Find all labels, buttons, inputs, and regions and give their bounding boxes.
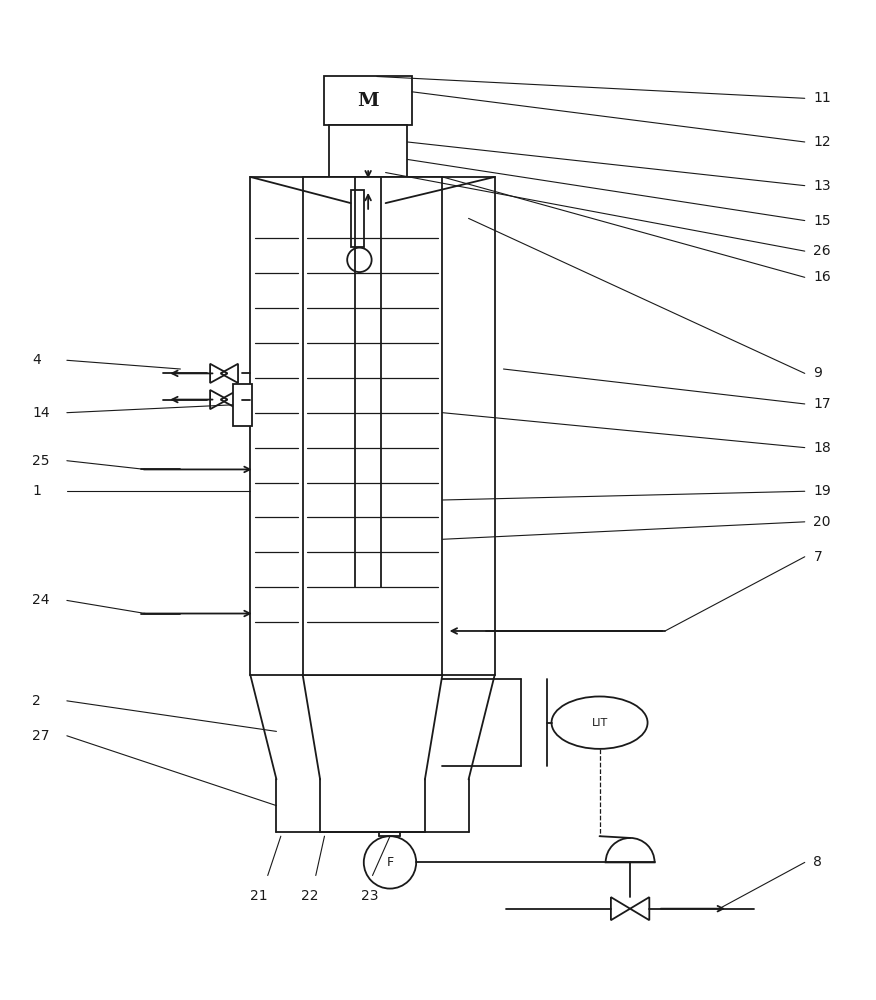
Text: 20: 20 xyxy=(814,515,831,529)
Text: 1: 1 xyxy=(32,484,41,498)
Ellipse shape xyxy=(552,696,647,749)
Text: 27: 27 xyxy=(32,729,49,743)
Text: 9: 9 xyxy=(814,366,823,380)
Text: 11: 11 xyxy=(814,91,831,105)
Text: 18: 18 xyxy=(814,441,831,455)
Text: 15: 15 xyxy=(814,214,831,228)
Text: 26: 26 xyxy=(814,244,831,258)
Polygon shape xyxy=(611,897,630,920)
Text: LIT: LIT xyxy=(591,718,608,728)
Bar xyxy=(251,177,495,675)
Text: 22: 22 xyxy=(300,889,318,903)
Text: 16: 16 xyxy=(814,270,831,284)
Text: 7: 7 xyxy=(814,550,823,564)
Circle shape xyxy=(364,836,416,889)
Text: 8: 8 xyxy=(814,855,823,869)
Bar xyxy=(328,125,407,177)
Bar xyxy=(233,384,252,426)
Text: 24: 24 xyxy=(32,593,49,607)
Text: 13: 13 xyxy=(814,179,831,193)
Text: 19: 19 xyxy=(814,484,831,498)
Bar xyxy=(302,177,442,675)
Text: 4: 4 xyxy=(32,353,40,367)
Polygon shape xyxy=(630,897,649,920)
Text: 23: 23 xyxy=(361,889,378,903)
Text: 21: 21 xyxy=(251,889,268,903)
Bar xyxy=(324,76,412,125)
Text: 17: 17 xyxy=(814,397,831,411)
Bar xyxy=(350,190,364,247)
Text: M: M xyxy=(357,92,379,110)
Text: 2: 2 xyxy=(32,694,40,708)
Text: 25: 25 xyxy=(32,454,49,468)
Text: F: F xyxy=(386,856,393,869)
Text: 12: 12 xyxy=(814,135,831,149)
Wedge shape xyxy=(605,838,654,862)
Text: 14: 14 xyxy=(32,406,50,420)
